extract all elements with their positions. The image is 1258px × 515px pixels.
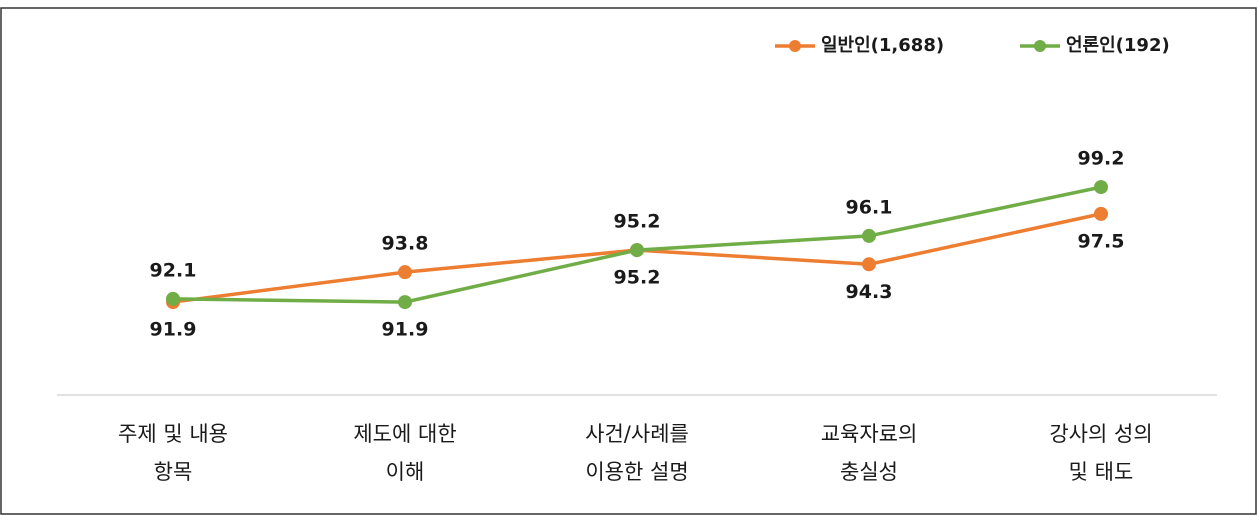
point	[1094, 180, 1108, 195]
x-tick-label: 및 태도	[1069, 460, 1134, 484]
point	[630, 243, 644, 258]
legend-marker	[789, 40, 801, 52]
x-tick-label: 제도에 대한	[353, 422, 456, 446]
value-label: 95.2	[614, 267, 661, 289]
value-label: 97.5	[1078, 230, 1125, 252]
x-tick-label: 항목	[154, 460, 193, 484]
value-label: 91.9	[382, 319, 429, 341]
x-tick-label: 이용한 설명	[585, 460, 688, 484]
value-label: 96.1	[846, 196, 893, 218]
x-tick-label: 이해	[386, 460, 425, 484]
value-label: 93.8	[382, 233, 429, 255]
point	[1094, 206, 1108, 221]
value-label: 95.2	[614, 211, 661, 233]
point	[166, 291, 180, 306]
value-label: 91.9	[150, 319, 197, 341]
x-tick-label: 주제 및 내용	[118, 422, 228, 446]
point	[398, 295, 412, 310]
point	[398, 265, 412, 280]
value-label: 92.1	[150, 259, 197, 281]
legend-label: 일반인(1,688)	[821, 35, 944, 56]
legend-label: 언론인(192)	[1066, 35, 1170, 56]
x-tick-label: 강사의 성의	[1049, 422, 1152, 446]
value-label: 99.2	[1078, 148, 1125, 170]
x-tick-label: 사건/사례를	[585, 422, 689, 446]
point	[862, 228, 876, 243]
frame	[0, 7, 1257, 515]
x-tick-label: 충실성	[840, 460, 898, 484]
x-tick-label: 교육자료의	[821, 422, 918, 446]
point	[862, 257, 876, 272]
value-label: 94.3	[846, 281, 893, 303]
legend-marker	[1034, 40, 1046, 52]
